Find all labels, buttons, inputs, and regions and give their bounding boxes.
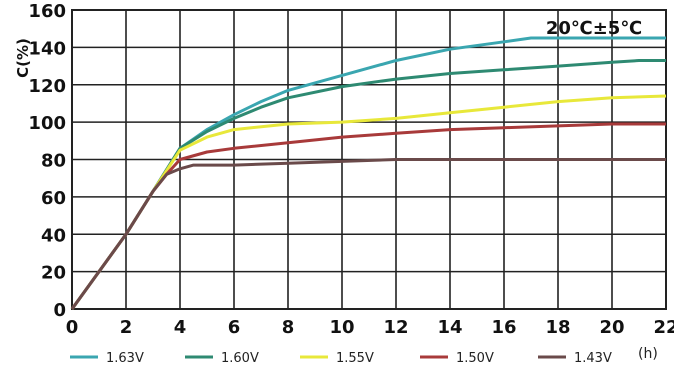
legend-label-1.55V: 1.55V <box>336 351 374 366</box>
series-line-1.55V <box>70 94 667 310</box>
legend-label-1.50V: 1.50V <box>456 351 494 366</box>
y-tick-label: 140 <box>28 38 66 59</box>
y-axis-label: C(%) <box>14 38 32 78</box>
y-tick-label: 60 <box>41 188 66 209</box>
x-tick-label: 8 <box>282 317 295 338</box>
legend-label-1.60V: 1.60V <box>221 351 259 366</box>
x-tick-label: 20 <box>599 317 624 338</box>
x-tick-labels: 0 2 4 6 8 10 12 14 16 18 20 22 <box>66 317 674 338</box>
x-tick-label: 18 <box>545 317 570 338</box>
x-tick-label: 14 <box>437 317 462 338</box>
series-line-1.50V <box>70 122 666 310</box>
x-tick-label: 6 <box>228 317 241 338</box>
series-layer <box>70 36 667 310</box>
x-tick-label: 12 <box>383 317 408 338</box>
series-line-1.43V <box>70 158 666 310</box>
x-tick-label: 2 <box>120 317 133 338</box>
y-tick-labels: 0 20 40 60 80 100 120 140 160 <box>28 1 66 321</box>
legend: 1.63V 1.60V 1.55V 1.50V 1.43V <box>70 351 612 366</box>
y-tick-label: 160 <box>28 1 66 22</box>
x-tick-label: 16 <box>491 317 516 338</box>
series-line-1.63V <box>70 36 666 310</box>
temperature-annotation: 20℃±5℃ <box>546 18 642 39</box>
y-tick-label: 80 <box>41 151 66 172</box>
y-tick-label: 20 <box>41 263 66 284</box>
y-tick-label: 0 <box>53 300 66 321</box>
legend-label-1.43V: 1.43V <box>574 351 612 366</box>
x-tick-label: 0 <box>66 317 79 338</box>
x-tick-label: 22 <box>653 317 674 338</box>
x-tick-label: 10 <box>329 317 354 338</box>
y-tick-label: 100 <box>28 113 66 134</box>
x-axis-unit: (h) <box>638 346 658 362</box>
y-tick-label: 120 <box>28 76 66 97</box>
legend-label-1.63V: 1.63V <box>106 351 144 366</box>
y-tick-label: 40 <box>41 225 66 246</box>
x-tick-label: 4 <box>174 317 187 338</box>
